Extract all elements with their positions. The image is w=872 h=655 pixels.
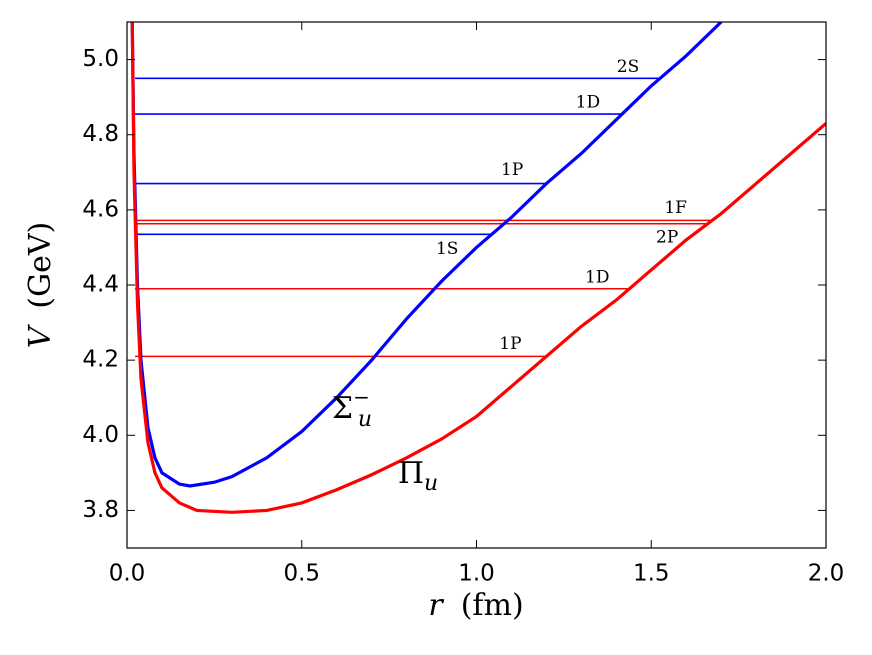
x-tick-label: 1.0 — [458, 561, 495, 587]
y-symbol: V — [23, 323, 58, 348]
x-tick-label: 0.5 — [283, 561, 320, 587]
y-tick-label: 4.0 — [82, 422, 119, 448]
y-tick-label: 4.2 — [82, 347, 119, 373]
potential-curve — [130, 22, 723, 488]
curve-symbol: Π — [398, 456, 424, 491]
y-axis-label: V (GeV) — [23, 222, 58, 348]
x-tick-label: 0.0 — [109, 561, 146, 587]
curve-superscript: − — [353, 385, 370, 409]
y-tick-label: 4.4 — [82, 272, 119, 298]
level-label: 1P — [501, 160, 523, 180]
curve-label: Πu — [398, 456, 438, 496]
level-label: 1D — [576, 93, 600, 113]
level-label: 2S — [617, 57, 639, 77]
potential-curve — [130, 22, 826, 514]
x-unit: (fm) — [461, 588, 524, 623]
y-tick-label: 5.0 — [82, 46, 119, 72]
curve-subscript: u — [358, 407, 372, 432]
curve-symbol: Σ — [332, 391, 353, 426]
y-unit: (GeV) — [23, 222, 58, 309]
level-label: 1D — [585, 267, 609, 287]
x-tick-label: 1.5 — [633, 561, 670, 587]
plot-area — [130, 22, 826, 514]
curve-subscript: u — [424, 471, 438, 496]
y-tick-label: 4.6 — [82, 196, 119, 222]
axes-frame — [126, 21, 827, 549]
curve-label: Σ− u — [332, 385, 372, 433]
level-label: 1S — [436, 239, 458, 259]
x-tick-label: 2.0 — [808, 561, 845, 587]
y-tick-label: 4.8 — [82, 121, 119, 147]
level-label: 1F — [664, 198, 687, 218]
x-symbol: r — [428, 588, 444, 623]
level-label: 2P — [656, 227, 678, 247]
level-label: 1P — [499, 334, 521, 354]
x-axis-label: r (fm) — [428, 588, 523, 623]
y-tick-label: 3.8 — [82, 497, 119, 523]
